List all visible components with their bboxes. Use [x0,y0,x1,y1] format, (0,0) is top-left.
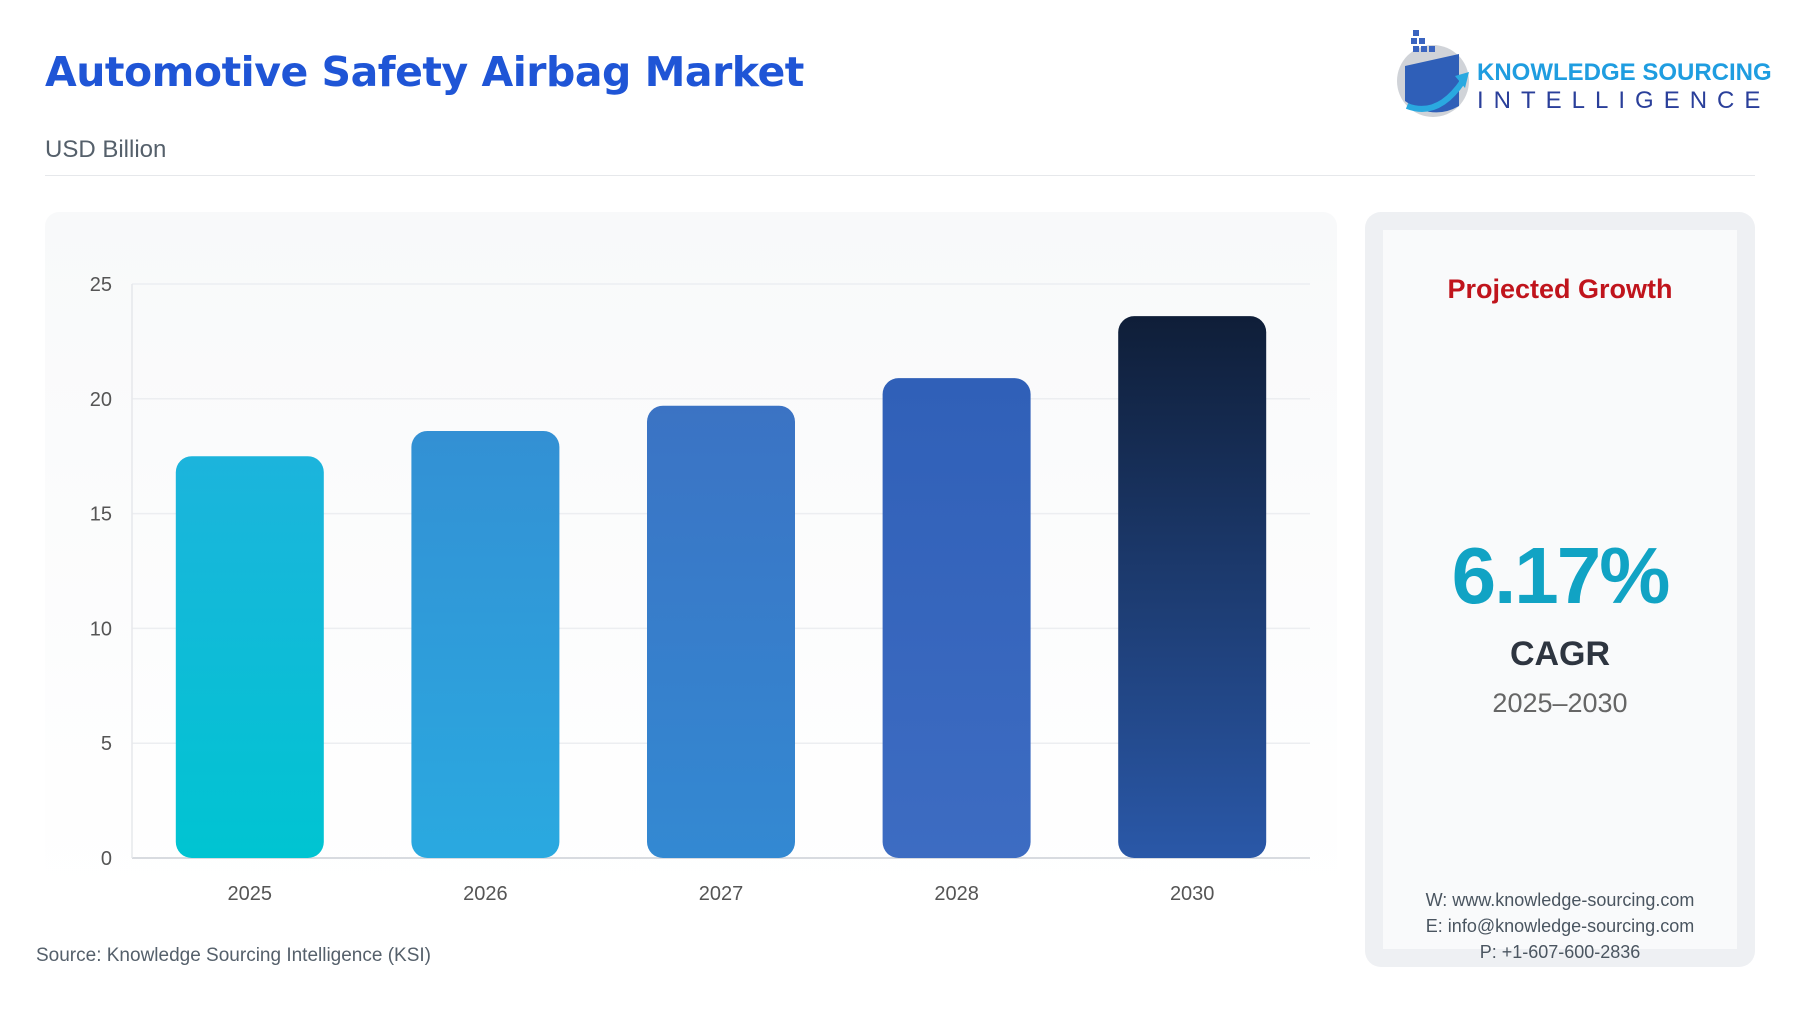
logo-icon [1397,30,1469,117]
cagr-value: 6.17% [1451,531,1671,620]
bar-2025 [175,456,324,858]
y-tick-label: 5 [101,733,112,755]
page-title: Automotive Safety Airbag Market [45,48,804,96]
source-note: Source: Knowledge Sourcing Intelligence … [36,945,432,966]
x-tick-label: 2025 [228,883,272,902]
bar-2028 [882,378,1031,858]
x-tick-label: 2026 [463,883,508,902]
x-tick-label: 2028 [934,883,979,902]
logo-text-line2: INTELLIGENCE [1477,87,1771,114]
x-tick-label: 2030 [1170,883,1215,902]
y-tick-label: 0 [101,848,112,870]
cagr-period: 2025–2030 [1492,688,1628,718]
contact-email: E: info@knowledge-sourcing.com [1425,916,1695,936]
y-tick-label: 20 [90,389,112,411]
growth-panel: Projected Growth 6.17% CAGR 2025–2030 W:… [1365,212,1755,967]
chart-card: 0 5 10 15 20 25 2025 2026 2027 2028 2030 [45,212,1337,902]
x-tick-label: 2027 [699,883,744,902]
contact-phone: P: +1-607-600-2836 [1479,942,1641,962]
contact-website: W: www.knowledge-sourcing.com [1425,890,1695,910]
bar-2026 [411,430,560,858]
bar-2030 [1118,316,1267,858]
divider [45,175,1755,176]
growth-heading: Projected Growth [1447,274,1673,304]
y-tick-label: 25 [90,274,112,296]
bar-2027 [647,405,795,858]
y-tick-label: 15 [90,504,112,526]
company-logo: KNOWLEDGE SOURCING INTELLIGENCE [1393,26,1772,121]
unit-subtitle: USD Billion [45,136,167,163]
logo-text-line1: KNOWLEDGE SOURCING [1477,59,1772,86]
y-tick-label: 10 [90,618,112,640]
cagr-label: CAGR [1509,635,1611,673]
